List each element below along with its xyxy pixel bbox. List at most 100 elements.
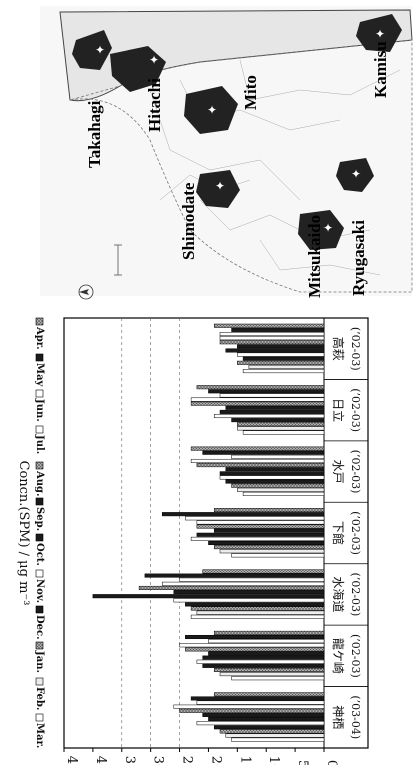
bar	[202, 663, 325, 668]
bar	[231, 327, 325, 332]
bar	[219, 331, 325, 337]
tick-label: 40	[93, 756, 108, 765]
bar	[225, 405, 325, 410]
bar	[196, 463, 325, 468]
bar	[196, 721, 325, 726]
category-axis: 神栖 (’03-04)龍ケ崎 (’02-03)水海道 (’02-03)下館 (’02-0…	[324, 327, 368, 739]
category-period-label: (’03-04)	[349, 695, 362, 739]
category-period-label: (’02-03)	[349, 634, 362, 678]
category-period-label: (’02-03)	[349, 388, 362, 432]
bar	[208, 717, 325, 722]
bar	[190, 696, 325, 701]
star-icon: ✦	[323, 221, 333, 235]
category-period-label: (’02-03)	[349, 327, 362, 371]
bar	[208, 639, 325, 644]
legend-label: Apr.	[34, 326, 45, 350]
category-label: 下館	[331, 521, 346, 545]
bar	[242, 356, 325, 361]
category-label: 日立	[331, 398, 346, 422]
bar	[196, 700, 325, 705]
city-labels: Takahagi Hitachi Mito Kamisu Shimodate M…	[85, 41, 390, 298]
bar	[219, 549, 325, 554]
region-ryugasaki	[336, 158, 374, 192]
bar	[248, 364, 325, 369]
bar	[231, 737, 325, 742]
bar	[161, 581, 325, 586]
bar	[237, 426, 325, 431]
bar	[231, 553, 325, 558]
bar	[202, 450, 325, 455]
bar	[185, 647, 325, 652]
tick-label: 25	[180, 756, 195, 765]
bar	[213, 545, 325, 550]
bar	[213, 725, 325, 730]
bar	[208, 389, 325, 394]
bar	[185, 516, 325, 521]
bar	[196, 520, 325, 525]
bar	[225, 467, 325, 472]
bar	[237, 352, 325, 357]
bar	[242, 369, 325, 374]
bar	[179, 577, 325, 582]
category-label: 水戸	[331, 460, 345, 484]
tick-label: 30	[151, 756, 166, 765]
bar	[202, 712, 325, 717]
bar	[185, 635, 325, 640]
bar	[208, 651, 325, 656]
bar	[219, 471, 325, 476]
bar	[190, 397, 325, 402]
region-markers: ✦ ✦ ✦ ✦ ✦ ✦ ✦	[95, 27, 385, 235]
city-label-ryugasaki: Ryugasaki	[349, 220, 368, 296]
legend-swatch	[35, 425, 44, 434]
bar	[196, 524, 325, 529]
region-mitsukaido	[298, 210, 344, 250]
category-label: 神栖	[331, 705, 346, 729]
bar	[219, 475, 325, 480]
bar	[196, 385, 325, 390]
bar	[179, 643, 325, 648]
bar	[242, 491, 325, 496]
bar	[231, 676, 325, 681]
category-period-label: (’02-03)	[349, 450, 362, 494]
bar	[219, 336, 325, 341]
bar	[213, 508, 325, 513]
bar	[179, 708, 325, 713]
star-icon: ✦	[351, 167, 361, 181]
legend-label: Jun.	[34, 398, 45, 422]
legend-swatch	[35, 677, 44, 686]
bar	[173, 598, 325, 603]
bar	[138, 585, 325, 590]
region-kamisu	[356, 14, 402, 52]
bar	[237, 422, 325, 427]
legend-label: Mar.	[34, 723, 45, 748]
city-label-mitsukaido: Mitsukaido	[305, 215, 324, 298]
bar	[196, 532, 325, 537]
legend-swatch	[35, 353, 44, 362]
legend-swatch	[35, 641, 44, 650]
legend-label: Aug.	[34, 470, 45, 497]
tick-label: 0	[324, 760, 339, 765]
legend-swatch	[35, 569, 44, 578]
star-icon: ✦	[207, 103, 217, 117]
bar	[237, 344, 325, 349]
bar	[231, 483, 325, 488]
scale-bar-icon	[114, 244, 122, 276]
value-axis: 0 5 10 15 20 25 30 35 40 45	[63, 748, 339, 765]
bar	[161, 512, 325, 517]
legend: Apr. May Jun. Jul. Aug. Sep. Oct. Nov. Dec. Jan. F…	[34, 317, 45, 748]
legend-label: May	[34, 363, 45, 388]
bar	[173, 590, 325, 595]
star-icon: ✦	[149, 53, 159, 67]
bar	[190, 458, 325, 463]
map-panel: ✦ ✦ ✦ ✦ ✦ ✦ ✦ Takahagi Hitachi Mito Kami…	[40, 6, 413, 300]
bar	[173, 704, 325, 709]
bar	[190, 401, 325, 406]
tick-label: 20	[208, 756, 223, 765]
bar	[213, 323, 325, 328]
region-hitachi	[110, 46, 166, 92]
city-label-takahagi: Takahagi	[85, 100, 104, 168]
legend-label: Nov.	[34, 579, 45, 603]
region-shimodate	[196, 170, 240, 208]
bar	[202, 569, 325, 574]
